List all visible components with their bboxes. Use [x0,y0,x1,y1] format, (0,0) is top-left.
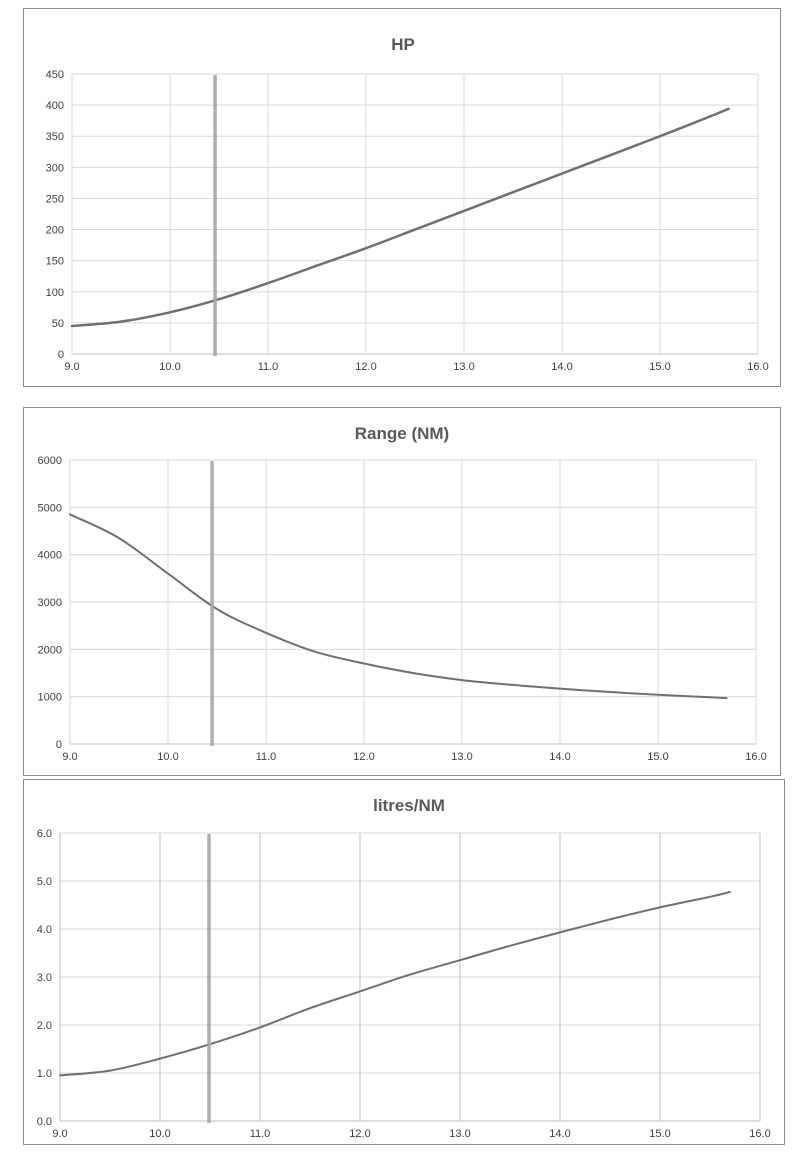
litres-x-tick-label: 16.0 [749,1128,770,1140]
litres-per-nm-chart-panel: litres/NM 0.0 1.0 2.0 3.0 4.0 5.0 6.0 9.0 10.0 11… [23,779,785,1145]
hp-x-tick-label: 15.0 [649,361,670,373]
litres-x-tick-label: 11.0 [250,1128,271,1140]
hp-y-tick-label: 150 [46,256,64,268]
hp-y-tick-label: 100 [46,287,64,299]
range-y-tick-label: 4000 [38,550,62,562]
range-x-tick-label: 13.0 [451,751,472,763]
range-y-tick-label: 1000 [38,692,62,704]
hp-x-tick-label: 13.0 [453,361,474,373]
litres-x-tick-label: 12.0 [349,1128,370,1140]
range-y-tick-label: 3000 [38,597,62,609]
hp-y-tick-label: 250 [46,193,64,205]
hp-x-tick-label: 9.0 [64,361,79,373]
hp-y-tick-label: 400 [46,100,64,112]
range-series-line [69,513,728,700]
litres-x-tick-label: 13.0 [449,1128,470,1140]
hp-y-tick-label: 450 [46,69,64,81]
range-x-tick-label: 15.0 [647,751,668,763]
hp-chart-panel: HP 0 50 100 150 200 250 300 350 400 450 9.0 10.0 11.… [23,8,781,387]
hp-y-tick-label: 350 [46,131,64,143]
hp-x-tick-label: 14.0 [551,361,572,373]
range-chart: Range (NM) 0 1000 2000 3000 4000 5000 6000 9.0 1… [38,424,767,763]
range-y-tick-label: 6000 [38,455,62,467]
litres-series-line [59,891,731,1077]
hp-x-tick-label: 12.0 [355,361,376,373]
range-x-tick-label: 12.0 [353,751,374,763]
litres-per-nm-chart: litres/NM 0.0 1.0 2.0 3.0 4.0 5.0 6.0 9.0 10.0 11… [37,796,771,1140]
range-x-tick-label: 14.0 [549,751,570,763]
hp-y-tick-label: 50 [52,318,64,330]
hp-series-line [70,107,730,328]
hp-chart-title: HP [391,35,415,54]
litres-y-tick-label: 4.0 [37,924,52,936]
litres-y-tick-label: 5.0 [37,876,52,888]
hp-y-tick-label: 300 [46,162,64,174]
litres-per-nm-chart-title: litres/NM [373,796,445,815]
range-x-tick-label: 10.0 [157,751,178,763]
litres-x-tick-label: 10.0 [149,1128,170,1140]
range-chart-title: Range (NM) [355,424,449,443]
range-y-tick-label: 0 [56,739,62,751]
litres-y-tick-label: 6.0 [37,828,52,840]
hp-y-tick-label: 0 [58,349,64,361]
range-x-tick-label: 11.0 [256,751,277,763]
hp-y-tick-label: 200 [46,225,64,237]
litres-x-tick-label: 14.0 [549,1128,570,1140]
range-chart-panel: Range (NM) 0 1000 2000 3000 4000 5000 6000 9.0 1… [23,407,781,776]
litres-x-tick-label: 9.0 [52,1128,67,1140]
hp-x-tick-label: 11.0 [258,361,279,373]
hp-x-tick-label: 10.0 [159,361,180,373]
hp-chart: HP 0 50 100 150 200 250 300 350 400 450 9.0 10.0 11.… [46,35,769,373]
litres-y-tick-label: 1.0 [37,1068,52,1080]
litres-y-tick-label: 0.0 [37,1116,52,1128]
range-x-tick-label: 16.0 [745,751,766,763]
litres-y-tick-label: 3.0 [37,972,52,984]
range-y-tick-label: 2000 [38,644,62,656]
range-y-tick-label: 5000 [38,502,62,514]
litres-x-tick-label: 15.0 [649,1128,670,1140]
hp-x-tick-label: 16.0 [747,361,768,373]
litres-y-tick-label: 2.0 [37,1020,52,1032]
range-x-tick-label: 9.0 [62,751,77,763]
